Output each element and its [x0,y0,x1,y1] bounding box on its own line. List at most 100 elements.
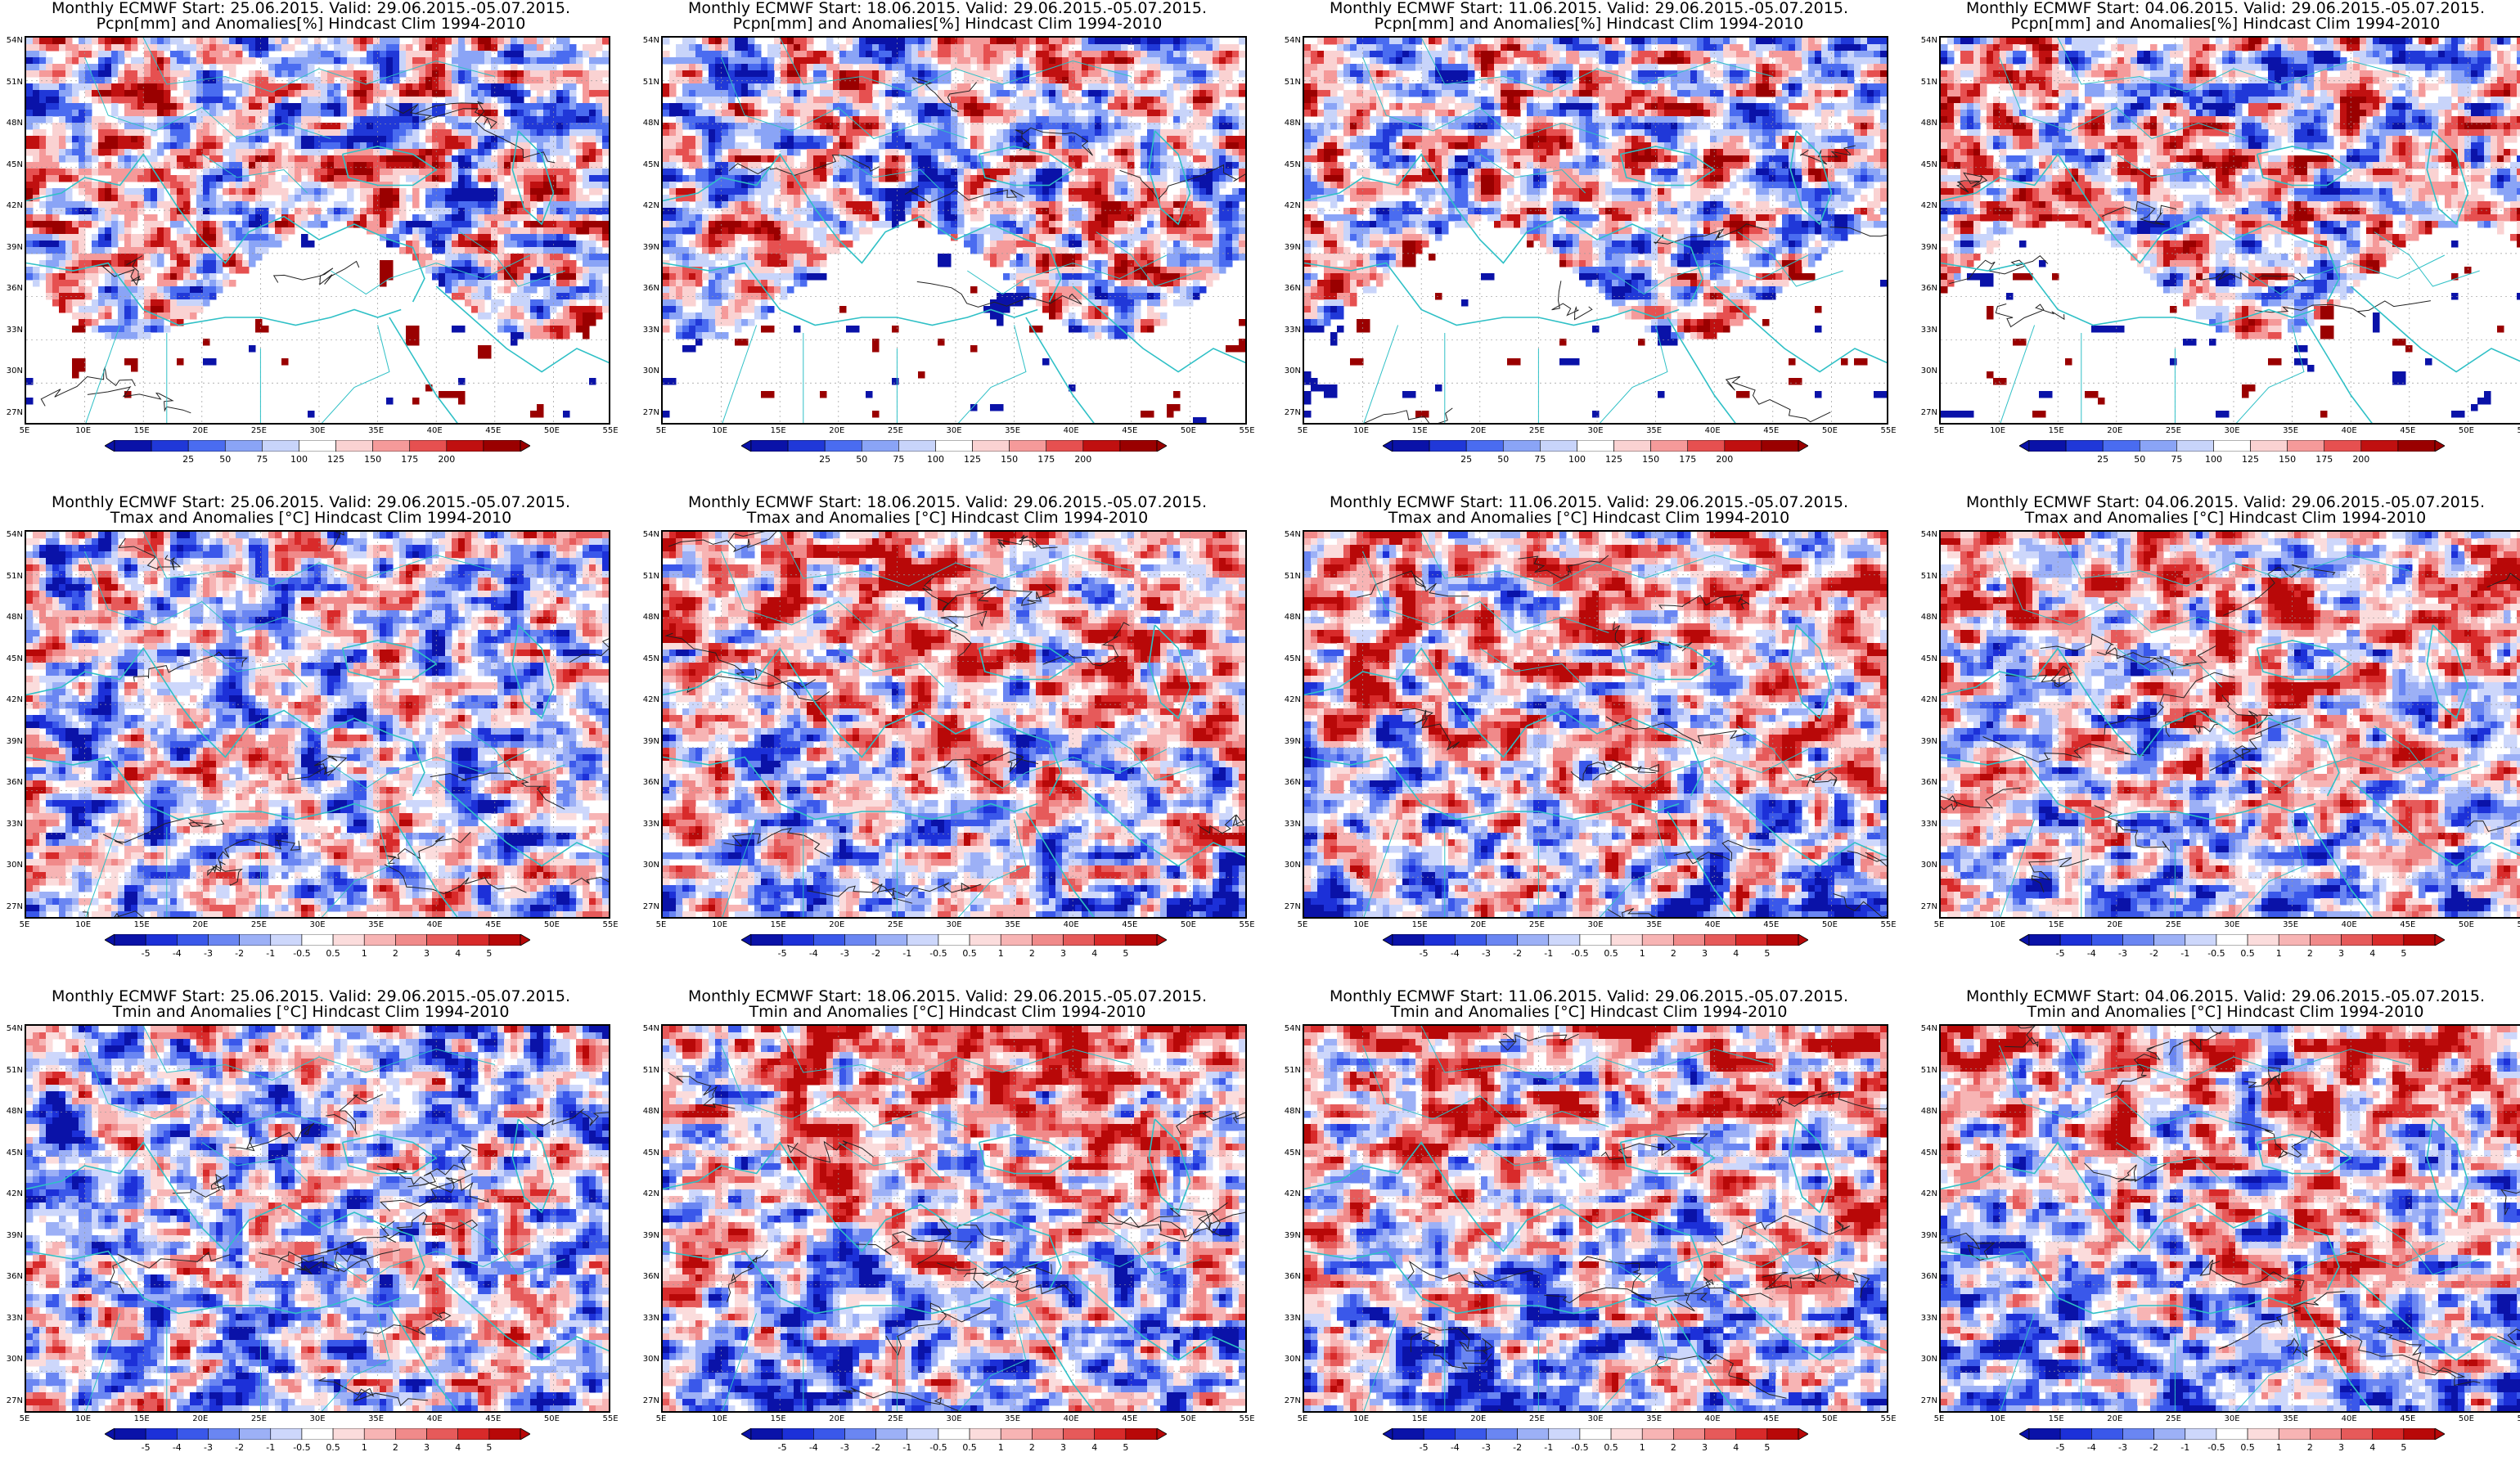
colorbar-tick-label: 200 [1708,454,1741,465]
longitude-label: 30E [942,1414,966,1423]
longitude-label: 10E [708,1414,732,1423]
latitude-label: 30N [1280,861,1301,870]
longitude-label: 50E [2454,920,2478,929]
longitude-label: 35E [1642,426,1667,435]
latitude-label: 45N [638,1149,659,1158]
longitude-label: 25E [1524,920,1549,929]
latitude-label: 48N [2,613,23,622]
colorbar-tick-label: 4 [1720,1442,1753,1453]
latitude-label: 42N [1916,695,1937,704]
colorbar [2019,1428,2445,1440]
latitude-label: 42N [1280,695,1301,704]
latitude-label: 54N [638,530,659,539]
latitude-label: 45N [1916,160,1937,169]
colorbar-tick-label: 50 [1487,454,1519,465]
longitude-label: 15E [2044,920,2068,929]
longitude-label: 30E [942,920,966,929]
longitude-label: 30E [1583,1414,1608,1423]
longitude-label: 30E [305,920,330,929]
longitude-label: 10E [71,1414,96,1423]
longitude-label: 20E [2103,920,2127,929]
colorbar-tick-label: 5 [1751,948,1784,959]
latitude-label: 42N [1916,201,1937,210]
anomaly-field [1304,532,1888,919]
latitude-label: 48N [1280,613,1301,622]
longitude-label: 35E [364,1414,389,1423]
longitude-label: 5E [649,1414,673,1423]
colorbar-tick-label: 2 [379,1442,412,1453]
latitude-label: 45N [1916,1149,1937,1158]
colorbar-tick-label: -5 [1407,948,1440,959]
longitude-label: 20E [1466,920,1491,929]
latitude-label: 30N [1916,366,1937,375]
longitude-label: 10E [1349,426,1374,435]
latitude-label: 36N [2,1272,23,1281]
colorbar-tick-label: 4 [1078,948,1111,959]
latitude-label: 51N [1916,78,1937,87]
longitude-label: 30E [305,426,330,435]
latitude-label: 39N [638,737,659,746]
colorbar-tick-label: -3 [2106,948,2139,959]
longitude-label: 10E [71,920,96,929]
latitude-label: 33N [638,820,659,829]
colorbar [105,440,530,452]
latitude-label: 42N [1916,1189,1937,1198]
anomaly-map [1939,1024,2520,1413]
anomaly-map [661,36,1247,425]
longitude-label: 25E [2161,920,2185,929]
latitude-label: 45N [2,654,23,663]
latitude-label: 36N [1280,1272,1301,1281]
colorbar-tick-label: -3 [191,1442,224,1453]
longitude-label: 55E [1235,426,1259,435]
longitude-label: 55E [598,426,623,435]
colorbar-tick-label: -5 [129,1442,162,1453]
panel-title: Monthly ECMWF Start: 11.06.2015. Valid: … [1278,494,1900,510]
colorbar-tick-label: -0.5 [2200,1442,2233,1453]
longitude-label: 50E [1176,920,1200,929]
colorbar-tick-label: 5 [1109,948,1142,959]
longitude-label: 25E [246,1414,271,1423]
latitude-label: 48N [2,119,23,128]
latitude-label: 27N [638,1396,659,1405]
latitude-label: 48N [638,613,659,622]
longitude-label: 10E [1986,1414,2010,1423]
longitude-label: 30E [2220,1414,2244,1423]
colorbar-tick-label: -4 [2075,948,2108,959]
colorbar-tick-label: 100 [919,454,952,465]
colorbar-tick-label: -0.5 [922,948,955,959]
anomaly-map [1939,36,2520,425]
panel-subtitle: Pcpn[mm] and Anomalies[%] Hindcast Clim … [1915,16,2520,32]
latitude-label: 42N [2,201,23,210]
latitude-label: 30N [1280,366,1301,375]
colorbar-tick-label: 25 [1450,454,1483,465]
colorbar-tick-label: -5 [1407,1442,1440,1453]
colorbar-tick-label: 3 [1047,1442,1080,1453]
colorbar-tick-label: 125 [320,454,353,465]
latitude-label: 39N [1280,737,1301,746]
longitude-label: 30E [305,1414,330,1423]
colorbar-tick-label: -5 [129,948,162,959]
longitude-label: 15E [129,920,154,929]
colorbar-tick-label: -2 [860,1442,893,1453]
longitude-label: 30E [1583,920,1608,929]
colorbar-tick-label: 0.5 [2231,1442,2264,1453]
longitude-label: 40E [422,426,447,435]
longitude-label: 20E [2103,426,2127,435]
longitude-label: 35E [1001,1414,1025,1423]
colorbar-tick-label: 0.5 [317,1442,349,1453]
panel-subtitle: Tmax and Anomalies [°C] Hindcast Clim 19… [1278,510,1900,526]
panel-title: Monthly ECMWF Start: 04.06.2015. Valid: … [1915,494,2520,510]
anomaly-field [26,532,610,919]
colorbar-tick-label: 1 [2262,948,2295,959]
longitude-label: 30E [942,426,966,435]
longitude-label: 25E [1524,426,1549,435]
forecast-panel: Monthly ECMWF Start: 18.06.2015. Valid: … [637,0,1258,491]
colorbar-tick-label: -2 [1501,1442,1534,1453]
colorbar-tick-label: 200 [2345,454,2378,465]
latitude-label: 33N [2,326,23,335]
anomaly-field [26,1026,610,1413]
colorbar-tick-label: 4 [442,948,475,959]
longitude-label: 25E [2161,1414,2185,1423]
panel-subtitle: Tmax and Anomalies [°C] Hindcast Clim 19… [1915,510,2520,526]
longitude-label: 50E [539,920,564,929]
